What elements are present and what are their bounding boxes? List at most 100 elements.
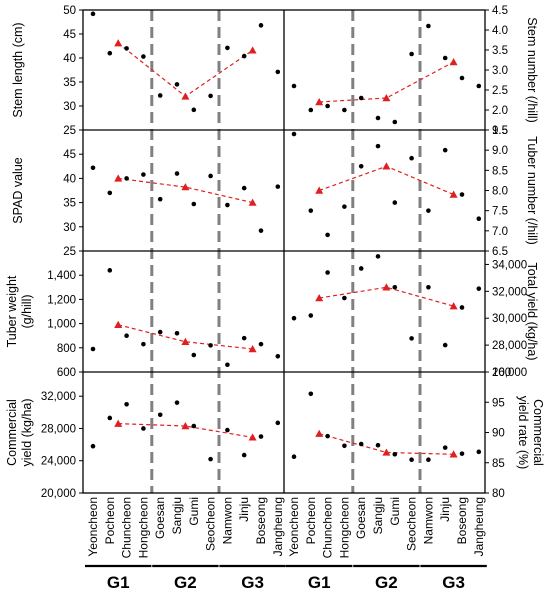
data-point-Hongcheon (342, 295, 347, 301)
data-point-Jangheung (476, 216, 482, 222)
y-axis-label-line: Total yield (kg/ha) (525, 263, 539, 361)
group-mean-marker-G1 (315, 429, 324, 437)
y-tick-label: 2.5 (492, 85, 508, 97)
y-tick-label: 45 (63, 29, 76, 41)
group-trend-line (319, 61, 454, 103)
x-category-label: Namwon (220, 497, 234, 544)
data-point-Goesan (157, 93, 163, 98)
y-tick-label: 3.0 (492, 65, 508, 77)
data-point-Gumi (392, 119, 398, 125)
y-axis-label-line: Stem length (cm) (11, 22, 25, 117)
data-point-Boseong (459, 192, 465, 197)
data-point-Pocheon (107, 268, 113, 273)
x-category-label: Pocheon (103, 497, 117, 544)
x-category-label: Sangju (170, 497, 184, 534)
data-point-Goesan (157, 412, 163, 418)
group-label-G1: G1 (107, 573, 130, 592)
group-trend-line (118, 177, 253, 204)
data-point-Seocheon (409, 457, 414, 463)
group-trend-line (319, 433, 454, 455)
y-tick-label: 1.5 (492, 125, 508, 137)
group-mean-marker-G1 (114, 320, 123, 329)
y-tick-label: 50 (63, 5, 76, 17)
panel-spad-value: 25 30 35 40 45 SPAD value (11, 149, 281, 258)
group-mean-marker-G3 (449, 302, 458, 310)
y-axis-label-line: Commercial (5, 399, 19, 466)
x-category-label: Jinju (237, 497, 251, 522)
panel-stem-number: 1.5 2.0 2.5 3.0 3.5 4.0 4.5 Stem number (/hill) (291, 5, 539, 137)
data-point-Jinju (442, 342, 448, 348)
data-point-Namwon (225, 202, 230, 208)
data-point-Namwon (426, 457, 431, 463)
data-point-Pocheon (308, 208, 314, 213)
data-point-Namwon (225, 45, 230, 51)
data-point-Jinju (442, 445, 448, 450)
data-point-Gumi (191, 201, 197, 207)
data-point-Goesan (358, 95, 364, 101)
data-point-Yeoncheon (291, 131, 297, 137)
data-point-Hongcheon (342, 204, 347, 209)
data-point-Sangju (174, 171, 180, 176)
y-tick-label: 6.5 (492, 246, 508, 258)
data-point-Hongcheon (141, 54, 146, 59)
data-point-Gumi (392, 285, 398, 290)
data-point-Yeoncheon (291, 315, 297, 321)
data-point-Sangju (174, 82, 180, 87)
data-point-Gumi (191, 423, 197, 429)
x-category-label: Hongcheon (136, 497, 150, 558)
y-axis-label-line: Tuber weight (5, 275, 19, 347)
data-point-Boseong (258, 228, 264, 233)
x-category-label: Jangheung (271, 497, 285, 556)
data-point-Goesan (358, 266, 364, 271)
y-tick-label: 28,000 (41, 423, 76, 435)
data-point-Boseong (258, 434, 264, 439)
data-point-Sangju (174, 330, 180, 336)
data-point-Yeoncheon (90, 165, 96, 171)
group-trend-line (118, 423, 253, 438)
data-point-Jangheung (275, 353, 281, 359)
group-label-G2: G2 (174, 573, 197, 592)
data-point-Jangheung (275, 69, 281, 75)
y-tick-label: 80 (492, 488, 505, 500)
x-category-label: Seocheon (405, 497, 419, 551)
data-point-Jangheung (275, 420, 281, 426)
x-category-label: Chuncheon (321, 497, 335, 558)
x-category-label: Chuncheon (120, 497, 134, 558)
y-tick-label: 9.0 (492, 145, 508, 157)
data-point-Boseong (459, 305, 465, 310)
panel-frames (82, 9, 486, 494)
data-point-Seocheon (208, 343, 213, 348)
x-category-label: Gumi (187, 497, 201, 526)
data-point-Jinju (442, 55, 448, 61)
x-category-label: Namwon (421, 497, 435, 544)
data-point-Gumi (392, 200, 398, 205)
data-point-Yeoncheon (90, 443, 96, 449)
y-tick-label: 40 (63, 53, 76, 65)
panel-tuber-weight: 600 800 1,000 1,200 1,400 Tuber weight(g/hill… (5, 268, 281, 379)
y-axis-label: SPAD value (11, 157, 25, 224)
group-trend-line (118, 324, 253, 350)
group-mean-marker-G2 (181, 92, 190, 100)
data-point-Pocheon (308, 107, 314, 113)
group-label-G3: G3 (241, 573, 264, 592)
data-point-Chuncheon (124, 176, 129, 181)
x-category-label: Goesan (354, 497, 368, 539)
y-tick-label: 4.5 (492, 5, 508, 17)
data-point-Jinju (241, 185, 247, 191)
y-tick-label: 7.5 (492, 206, 508, 218)
group-mean-marker-G2 (382, 283, 391, 291)
y-tick-label: 3.5 (492, 45, 508, 57)
y-axis-label-line: Stem number (/hill) (525, 17, 539, 123)
data-point-Namwon (225, 427, 230, 433)
panel-tuber-number: 6.5 7.0 7.5 8.0 8.5 9.0 9.5 Tuber number (/hill… (291, 125, 539, 258)
y-tick-label: 45 (63, 149, 76, 161)
data-point-Hongcheon (342, 443, 347, 449)
data-point-Gumi (191, 107, 197, 113)
y-tick-label: 1,400 (47, 270, 76, 282)
y-tick-label: 35 (63, 77, 76, 89)
y-tick-label: 32,000 (492, 286, 527, 298)
data-point-Chuncheon (124, 401, 129, 407)
y-tick-label: 100 (492, 367, 511, 379)
